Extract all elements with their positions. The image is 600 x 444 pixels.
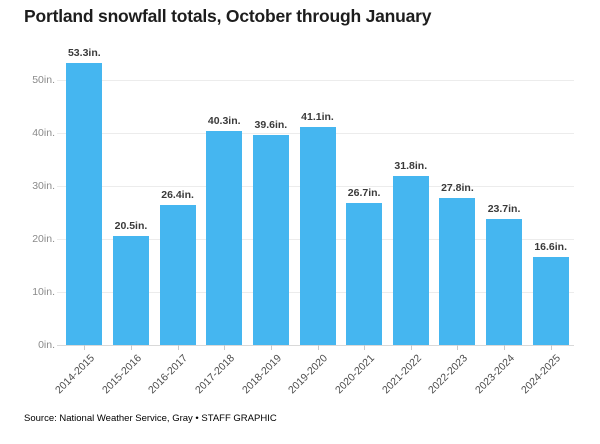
gridline (57, 80, 574, 81)
x-axis-label: 2014-2015 (53, 352, 98, 397)
bar (439, 197, 476, 345)
x-axis-tick (177, 345, 179, 350)
bar (206, 131, 243, 345)
x-axis-tick (270, 345, 272, 350)
y-axis-label: 0in. (38, 339, 55, 351)
bar-value-label: 20.5in. (114, 220, 148, 233)
bar (532, 257, 569, 345)
bar-value-label: 16.6in. (534, 241, 568, 254)
bar (112, 236, 149, 345)
x-axis-tick (550, 345, 552, 350)
y-axis-label: 50in. (32, 74, 55, 86)
chart-title: Portland snowfall totals, October throug… (24, 6, 432, 26)
source-note: Source: National Weather Service, Gray •… (24, 413, 277, 424)
x-axis-label: 2016-2017 (146, 352, 191, 397)
bar-value-label: 41.1in. (301, 111, 334, 124)
bar (252, 135, 289, 345)
bar (392, 176, 429, 345)
bar-value-label: 23.7in. (487, 203, 521, 216)
bar-value-label: 27.8in. (441, 181, 474, 194)
bar-value-label: 53.3in. (67, 46, 101, 59)
bar-value-label: 31.8in. (394, 160, 428, 173)
bar (66, 62, 103, 345)
bar (299, 127, 336, 345)
x-axis-tick (317, 345, 319, 350)
x-axis-label: 2024-2025 (519, 352, 564, 397)
bar-value-label: 26.7in. (347, 187, 381, 200)
y-axis-label: 20in. (32, 233, 55, 245)
x-axis-tick (224, 345, 226, 350)
x-axis-tick (504, 345, 506, 350)
x-axis-label: 2020-2021 (332, 352, 377, 397)
x-axis-tick (130, 345, 132, 350)
bar-value-label: 26.4in. (161, 189, 194, 202)
y-axis-label: 30in. (32, 180, 55, 192)
x-axis-label: 2015-2016 (99, 352, 144, 397)
x-axis-label: 2022-2023 (426, 352, 471, 397)
x-axis-tick (84, 345, 86, 350)
y-axis-label: 40in. (32, 127, 55, 139)
bar-value-label: 39.6in. (254, 119, 288, 132)
x-axis-label: 2023-2024 (472, 352, 517, 397)
bar (346, 203, 383, 345)
bar (486, 219, 523, 345)
bar-value-label: 40.3in. (207, 115, 241, 128)
x-axis-label: 2021-2022 (379, 352, 424, 397)
x-axis-line (57, 345, 574, 346)
x-axis-label: 2018-2019 (239, 352, 284, 397)
x-axis-label: 2017-2018 (193, 352, 238, 397)
y-axis-label: 10in. (32, 286, 55, 298)
bar (159, 205, 196, 345)
x-axis-label: 2019-2020 (286, 352, 331, 397)
x-axis-tick (410, 345, 412, 350)
x-axis-tick (457, 345, 459, 350)
x-axis-tick (364, 345, 366, 350)
